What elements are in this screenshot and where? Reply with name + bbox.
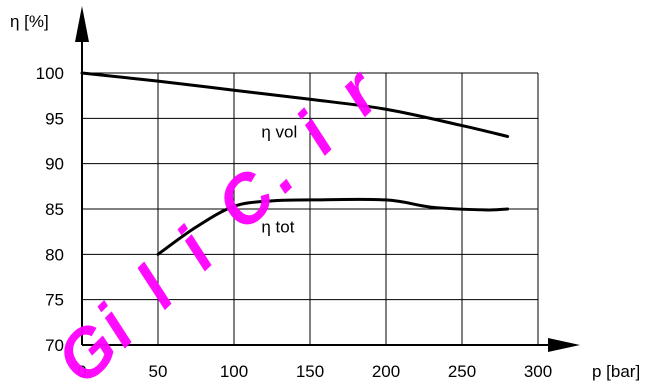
- y-tick-label: 100: [36, 64, 64, 83]
- x-tick-label: 200: [372, 362, 400, 381]
- x-tick-label: 300: [524, 362, 552, 381]
- y-tick-label: 80: [45, 245, 64, 264]
- y-tick-label: 70: [45, 336, 64, 355]
- x-tick-label: 100: [220, 362, 248, 381]
- watermark-letter: i: [162, 214, 230, 283]
- series-line-eta-tot: [156, 197, 510, 256]
- watermark-letter: l: [122, 252, 190, 321]
- x-tick-label: 250: [448, 362, 476, 381]
- x-tick-label: 150: [296, 362, 324, 381]
- y-axis-label: η [%]: [10, 12, 49, 31]
- y-tick-label: 85: [45, 200, 64, 219]
- series-label-eta-vol: η vol: [261, 122, 297, 141]
- axes: [75, 6, 580, 352]
- series-line-eta-vol: [80, 71, 510, 138]
- tick-labels: 70 75 80 85 90 95 100 0 50 100 150 200 250 300: [36, 64, 553, 381]
- y-axis-arrowhead: [75, 6, 89, 42]
- watermark-letter: r: [322, 53, 396, 129]
- curves: [80, 71, 510, 256]
- series-label-eta-tot: η tot: [261, 218, 294, 237]
- y-tick-label: 75: [45, 291, 64, 310]
- x-tick-label: 50: [149, 362, 168, 381]
- y-tick-label: 95: [45, 109, 64, 128]
- x-tick-label: 0: [77, 362, 86, 381]
- x-axis-label: p [bar]: [592, 362, 640, 381]
- y-tick-label: 90: [45, 155, 64, 174]
- x-axis-arrowhead: [548, 338, 580, 352]
